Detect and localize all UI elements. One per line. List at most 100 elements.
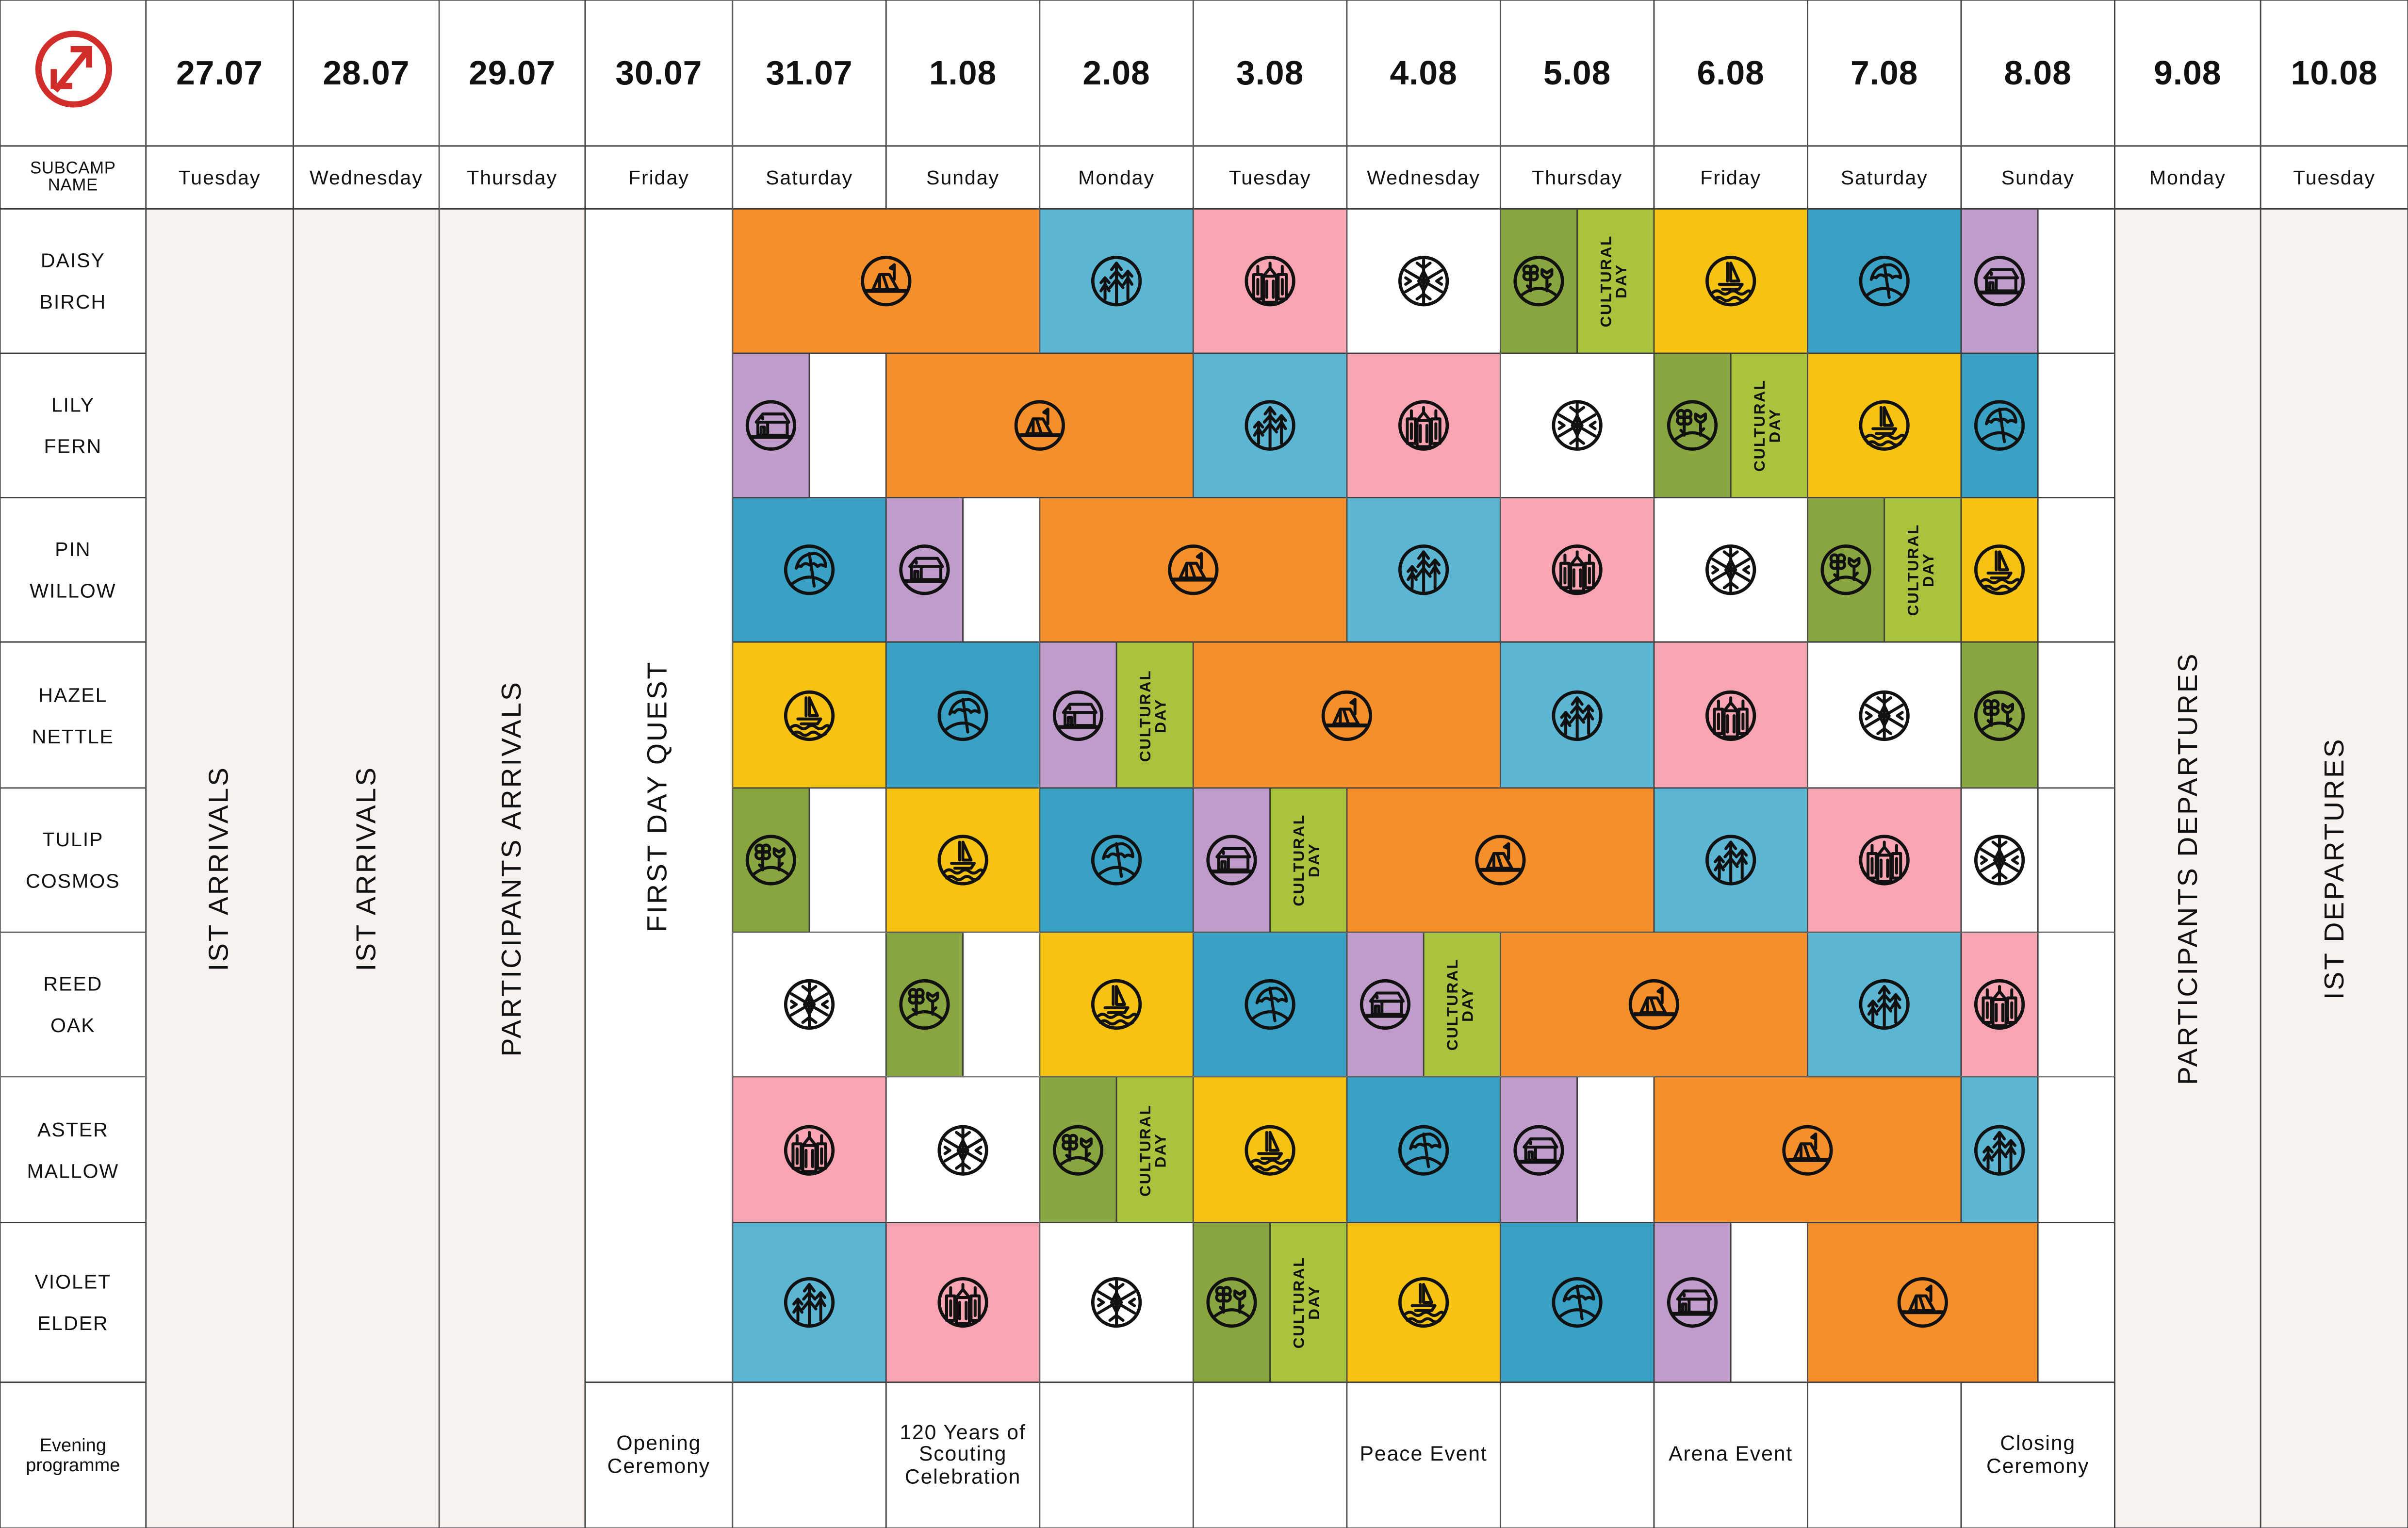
cultural-day-line: CULTURAL (1598, 235, 1616, 328)
garden-icon (1820, 543, 1872, 596)
activity-block-boat (1961, 497, 2038, 642)
snow-icon (1090, 1276, 1143, 1329)
date-label: 8.08 (2004, 53, 2072, 92)
forest-icon (1397, 543, 1450, 596)
beach-icon (1858, 255, 1911, 307)
activity-block-empty (2038, 932, 2115, 1077)
city-icon (1551, 543, 1604, 596)
span-column-ist-arrivals: IST ARRIVALS (146, 209, 294, 1528)
activity-block-cultural: CULTURAL DAY (1884, 497, 1961, 642)
cultural-day-line: DAY (1768, 408, 1785, 443)
day-header: Tuesday (2261, 146, 2408, 209)
forest-icon (1244, 399, 1296, 452)
evening-event-cell: Opening Ceremony (585, 1382, 733, 1528)
cultural-day-label: CULTURAL DAY (1445, 958, 1477, 1051)
date-header: 2.08 (1040, 0, 1194, 146)
span-column-label: PARTICIPANTS DEPARTURES (2171, 652, 2202, 1085)
evening-event-cell: Arena Event (1654, 1382, 1808, 1528)
beach-icon (1090, 834, 1143, 887)
span-column-label: PARTICIPANTS ARRIVALS (496, 680, 527, 1057)
activity-block-forest (1961, 1076, 2038, 1223)
subcamp-name-line: NETTLE (32, 724, 114, 747)
activity-block-boat (1654, 209, 1808, 353)
day-label: Saturday (1840, 165, 1928, 189)
subcamp-name-line: VIOLET (34, 1270, 112, 1294)
date-header: 28.07 (294, 0, 440, 146)
activity-block-city (1654, 642, 1808, 788)
garden-icon (1052, 1123, 1104, 1176)
subcamp-name-line: ELDER (37, 1312, 109, 1335)
cultural-day-line: DAY (1153, 697, 1170, 733)
activity-block-camp (1654, 1076, 1961, 1223)
snow-icon (1704, 543, 1757, 596)
span-column-first-day-quest: FIRST DAY QUEST (585, 209, 733, 1382)
boat-icon (1244, 1123, 1296, 1176)
date-header: 9.08 (2114, 0, 2261, 146)
span-column-participants-arrivals: PARTICIPANTS ARRIVALS (439, 209, 585, 1528)
cultural-day-line: CULTURAL (1752, 379, 1769, 472)
camp-icon (860, 255, 913, 307)
camp-icon (1321, 689, 1373, 741)
activity-block-empty (809, 353, 886, 498)
subcamp-name-cell: ASTER MALLOW (0, 1077, 146, 1223)
activity-block-snow (886, 1076, 1040, 1223)
city-icon (1973, 978, 2026, 1031)
day-header: Sunday (1961, 146, 2115, 209)
date-label: 29.07 (469, 53, 556, 92)
subcamp-name-line: OAK (50, 1014, 96, 1037)
date-header: 27.07 (146, 0, 294, 146)
garden-icon (1206, 1276, 1258, 1329)
evening-event-label: Opening Ceremony (607, 1431, 710, 1477)
day-header: Saturday (1807, 146, 1961, 209)
city-icon (1397, 399, 1450, 452)
activity-block-camp (1039, 497, 1347, 642)
activity-block-house (1039, 642, 1117, 788)
activity-block-forest (1193, 353, 1347, 498)
subcamp-name-line: BIRCH (39, 290, 107, 313)
activity-block-garden (1193, 1222, 1270, 1382)
day-label: Thursday (467, 165, 557, 189)
activity-block-beach (1961, 353, 2038, 498)
beach-icon (937, 689, 989, 741)
subcamp-name-cell: TULIP COSMOS (0, 788, 146, 933)
activity-block-empty (963, 497, 1040, 642)
activity-block-snow (1961, 788, 2038, 933)
garden-icon (1513, 255, 1565, 307)
day-header: Tuesday (146, 146, 294, 209)
date-header: 8.08 (1961, 0, 2115, 146)
day-header: Saturday (733, 146, 886, 209)
activity-block-cultural: CULTURAL DAY (1270, 788, 1347, 933)
date-label: 30.07 (615, 53, 703, 92)
boat-icon (1858, 399, 1911, 452)
cultural-day-label: CULTURAL DAY (1752, 379, 1785, 472)
subcamp-name-line: WILLOW (30, 579, 116, 602)
boat-icon (783, 689, 835, 741)
activity-block-cultural: CULTURAL DAY (1731, 353, 1808, 498)
span-column-ist-departures: IST DEPARTURES (2261, 209, 2408, 1528)
cultural-day-line: CULTURAL (1905, 524, 1923, 616)
day-label: Friday (628, 165, 689, 189)
boat-icon (1090, 978, 1143, 1031)
evening-event-cell (1500, 1382, 1654, 1528)
activity-block-garden (1500, 209, 1577, 353)
forest-icon (1090, 255, 1143, 307)
activity-block-empty (2038, 497, 2115, 642)
cultural-day-label: CULTURAL DAY (1291, 814, 1324, 906)
cultural-day-line: CULTURAL (1291, 814, 1309, 906)
date-header: 29.07 (439, 0, 585, 146)
day-header: Friday (1654, 146, 1808, 209)
activity-block-beach (1346, 1076, 1501, 1223)
house-icon (899, 543, 951, 596)
activity-block-camp (1346, 788, 1654, 933)
day-header: Wednesday (294, 146, 440, 209)
subcamp-name-cell: VIOLET ELDER (0, 1222, 146, 1382)
date-header: 10.08 (2261, 0, 2408, 146)
house-icon (1973, 255, 2026, 307)
date-header: 1.08 (886, 0, 1040, 146)
activity-block-empty (809, 788, 886, 933)
activity-block-house (886, 497, 963, 642)
house-icon (1513, 1123, 1565, 1176)
activity-block-city (1807, 788, 1961, 933)
span-column-label: FIRST DAY QUEST (642, 659, 673, 932)
subcamp-name-line: TULIP (42, 828, 104, 851)
